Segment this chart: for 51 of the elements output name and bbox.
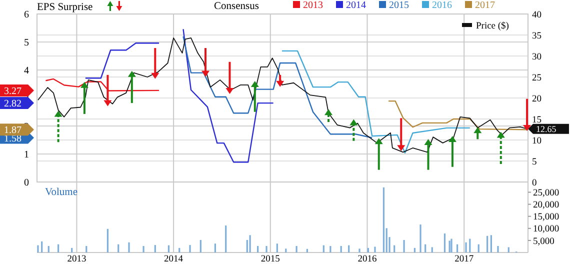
point [324, 109, 332, 116]
x-tick-label: 2014 [164, 254, 184, 264]
y-tick-label: 10,000 [533, 224, 560, 235]
legend-label: Price ($) [476, 21, 509, 32]
y-tick-label: 5,000 [533, 236, 555, 247]
point [350, 119, 358, 126]
x-tick-label: 2017 [454, 254, 474, 264]
point [151, 72, 160, 79]
y-tick-label: 25,000 [533, 188, 560, 199]
legend-label: 2015 [389, 0, 409, 11]
legend-title: Consensus [214, 1, 259, 12]
point [523, 124, 532, 131]
legend-label: 2016 [432, 0, 452, 11]
legend-label: 2013 [303, 0, 323, 11]
legend-label: 2017 [475, 0, 495, 11]
y-tick-label: 4 [24, 66, 29, 76]
y-tick-label: 1 [24, 150, 29, 160]
y-tick-label: 6 [24, 10, 29, 20]
point [276, 80, 284, 87]
y-tick-label: 0 [24, 178, 29, 188]
y2-tick-label: 10 [532, 136, 542, 146]
point [448, 136, 456, 142]
y2-tick-label: 35 [532, 31, 542, 42]
y-tick-label: 15,000 [533, 212, 560, 223]
point [496, 132, 505, 138]
text: 2.82 [4, 98, 22, 110]
data-label: 12.65 [536, 124, 557, 134]
point [54, 110, 62, 117]
y-tick-label: 20,000 [533, 200, 560, 211]
line-series [281, 50, 470, 154]
text: 1.87 [4, 125, 22, 136]
text: EPS Surprise [37, 2, 94, 13]
y2-tick-label: 25 [532, 73, 542, 84]
point [202, 70, 210, 77]
point [104, 100, 112, 106]
x-tick-label: 2015 [260, 254, 280, 264]
legend-label: 2014 [346, 0, 366, 11]
x-tick-label: 2013 [67, 254, 86, 264]
x-tick-label: 2016 [358, 254, 377, 264]
y-axis-title: Volume [45, 187, 78, 198]
line-series [182, 36, 373, 138]
point [374, 138, 383, 144]
point [226, 88, 234, 94]
y2-tick-label: 40 [532, 10, 542, 20]
y2-tick-label: 20 [532, 94, 542, 104]
y2-tick-label: 30 [532, 52, 542, 62]
y2-tick-label: 15 [532, 115, 542, 126]
y-tick-label: 5 [24, 38, 29, 48]
point [424, 138, 432, 145]
point [474, 127, 482, 134]
text: 3.27 [4, 86, 22, 97]
